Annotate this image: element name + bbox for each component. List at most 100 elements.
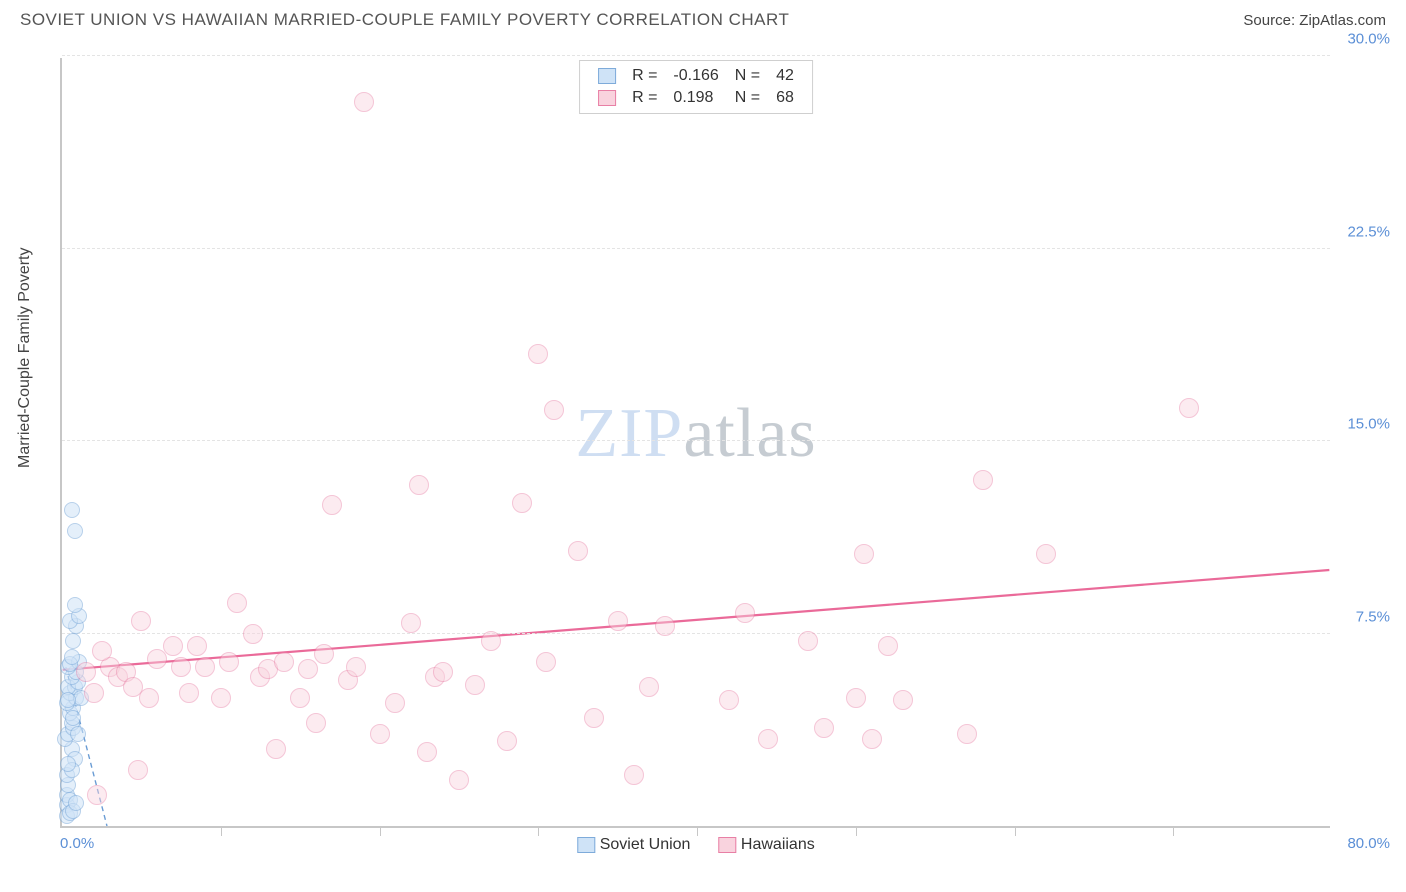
watermark: ZIPatlas — [575, 394, 816, 474]
data-point — [67, 523, 83, 539]
data-point — [417, 742, 437, 762]
data-point — [298, 659, 318, 679]
source-credit: Source: ZipAtlas.com — [1243, 12, 1386, 29]
data-point — [854, 544, 874, 564]
data-point — [568, 541, 588, 561]
data-point — [957, 724, 977, 744]
data-point — [814, 718, 834, 738]
data-point — [481, 631, 501, 651]
data-point — [409, 475, 429, 495]
data-point — [290, 688, 310, 708]
data-point — [65, 633, 81, 649]
stats-r-label: R = — [624, 65, 665, 87]
data-point — [370, 724, 390, 744]
stats-n-label: N = — [727, 65, 768, 87]
legend-swatch — [577, 837, 595, 853]
y-axis-label: Married-Couple Family Poverty — [16, 247, 34, 468]
stats-row: R =-0.166N =42 — [590, 65, 802, 87]
data-point — [60, 692, 76, 708]
y-tick-label: 7.5% — [1356, 608, 1390, 625]
data-point — [584, 708, 604, 728]
watermark-atlas: atlas — [683, 395, 816, 472]
source-label: Source: — [1243, 12, 1299, 29]
data-point — [385, 693, 405, 713]
stats-n-label: N = — [727, 87, 768, 109]
data-point — [639, 677, 659, 697]
chart-title: SOVIET UNION VS HAWAIIAN MARRIED-COUPLE … — [20, 10, 789, 30]
stats-n-value: 68 — [768, 87, 802, 109]
series-legend: Soviet Union Hawaiians — [563, 836, 828, 854]
data-point — [65, 710, 81, 726]
data-point — [655, 616, 675, 636]
data-point — [274, 652, 294, 672]
data-point — [528, 344, 548, 364]
stats-legend: R =-0.166N =42R =0.198N =68 — [579, 60, 813, 114]
data-point — [465, 675, 485, 695]
y-tick-label: 22.5% — [1347, 223, 1390, 240]
data-point — [76, 662, 96, 682]
data-point — [227, 593, 247, 613]
data-point — [219, 652, 239, 672]
data-point — [1036, 544, 1056, 564]
data-point — [322, 495, 342, 515]
data-point — [68, 795, 84, 811]
data-point — [973, 470, 993, 490]
data-point — [87, 785, 107, 805]
x-tick — [1173, 826, 1174, 836]
stats-r-value: 0.198 — [665, 87, 726, 109]
data-point — [354, 92, 374, 112]
stats-n-value: 42 — [768, 65, 802, 87]
data-point — [70, 726, 86, 742]
data-point — [544, 400, 564, 420]
data-point — [163, 636, 183, 656]
source-link[interactable]: ZipAtlas.com — [1299, 12, 1386, 29]
y-tick-label: 15.0% — [1347, 416, 1390, 433]
data-point — [846, 688, 866, 708]
data-point — [171, 657, 191, 677]
data-point — [536, 652, 556, 672]
chart-area: Married-Couple Family Poverty ZIPatlas R… — [35, 48, 1395, 858]
legend-label: Soviet Union — [600, 836, 691, 853]
legend-swatch — [718, 837, 736, 853]
x-tick — [1015, 826, 1016, 836]
plot-region: ZIPatlas R =-0.166N =42R =0.198N =68 Sov… — [60, 58, 1330, 828]
x-tick — [380, 826, 381, 836]
data-point — [266, 739, 286, 759]
legend-item: Hawaiians — [718, 836, 814, 853]
stats-row: R =0.198N =68 — [590, 87, 802, 109]
data-point — [1179, 398, 1199, 418]
data-point — [314, 644, 334, 664]
data-point — [624, 765, 644, 785]
data-point — [433, 662, 453, 682]
data-point — [608, 611, 628, 631]
y-tick-label: 30.0% — [1347, 31, 1390, 48]
data-point — [243, 624, 263, 644]
x-tick-label: 80.0% — [1347, 835, 1390, 852]
data-point — [195, 657, 215, 677]
data-point — [735, 603, 755, 623]
x-tick — [697, 826, 698, 836]
legend-swatch — [598, 68, 616, 84]
data-point — [67, 597, 83, 613]
data-point — [893, 690, 913, 710]
data-point — [139, 688, 159, 708]
data-point — [211, 688, 231, 708]
data-point — [84, 683, 104, 703]
stats-r-label: R = — [624, 87, 665, 109]
stats-r-value: -0.166 — [665, 65, 726, 87]
legend-swatch — [598, 90, 616, 106]
data-point — [512, 493, 532, 513]
data-point — [798, 631, 818, 651]
data-point — [187, 636, 207, 656]
data-point — [128, 760, 148, 780]
data-point — [719, 690, 739, 710]
data-point — [179, 683, 199, 703]
x-tick — [856, 826, 857, 836]
gridline — [62, 440, 1330, 441]
legend-label: Hawaiians — [741, 836, 815, 853]
data-point — [306, 713, 326, 733]
data-point — [64, 649, 80, 665]
data-point — [92, 641, 112, 661]
legend-item: Soviet Union — [577, 836, 690, 853]
data-point — [449, 770, 469, 790]
